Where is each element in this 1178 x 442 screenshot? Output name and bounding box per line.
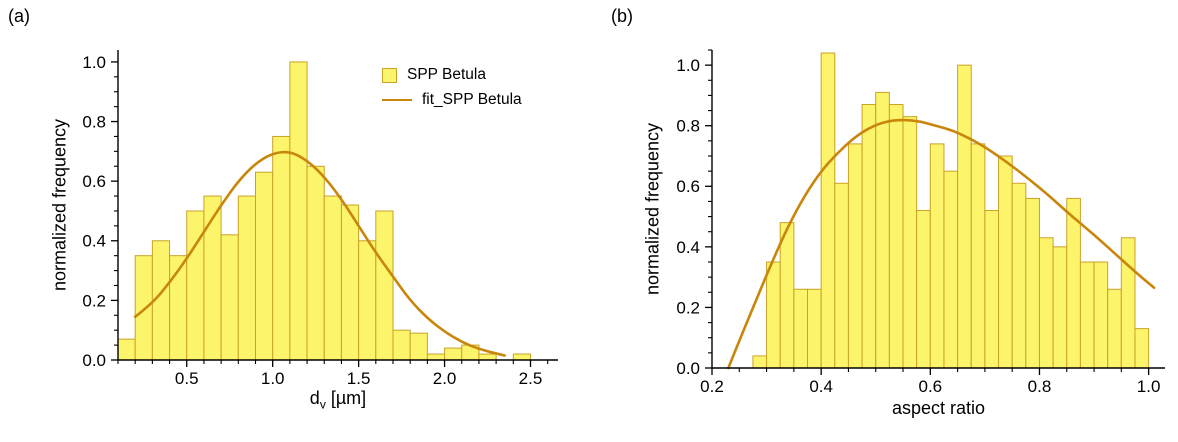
xlabel-main: d	[309, 388, 320, 408]
svg-text:0.8: 0.8	[1028, 377, 1052, 396]
svg-text:0.2: 0.2	[700, 377, 724, 396]
xlabel-unit: [µm]	[325, 388, 367, 408]
xlabel-sub: v	[319, 397, 326, 412]
svg-text:0.0: 0.0	[82, 351, 106, 370]
svg-text:0.8: 0.8	[82, 112, 106, 131]
panel-b-label: (b)	[611, 6, 633, 26]
svg-text:1.0: 1.0	[261, 369, 285, 388]
svg-text:0.2: 0.2	[676, 298, 700, 317]
svg-text:0.4: 0.4	[82, 232, 106, 251]
panel-b-xlabel: aspect ratio	[712, 398, 1165, 419]
panel-b-ylabel: normalized frequency	[642, 122, 663, 296]
legend-entry-fit: fit_SPP Betula	[382, 91, 522, 109]
svg-text:2.0: 2.0	[433, 369, 457, 388]
svg-text:0.8: 0.8	[676, 117, 700, 136]
svg-text:0.2: 0.2	[82, 291, 106, 310]
legend-label-spp: SPP Betula	[407, 66, 486, 83]
panel-a: 0.5 1.0 1.5 2.0 2.5 0.0 0.2 0.4 0.6 0.8 1.0 (a) no…	[8, 6, 558, 412]
svg-text:0.6: 0.6	[82, 172, 106, 191]
panel-b-plot: 0.2 0.4 0.6 0.8 1.00.00.20.40.60.81.0	[676, 49, 1165, 396]
svg-text:0.4: 0.4	[809, 377, 833, 396]
svg-text:1.0: 1.0	[82, 53, 106, 72]
svg-text:1.0: 1.0	[676, 56, 700, 75]
panel-a-xlabel: dv [µm]	[118, 388, 558, 412]
svg-text:0.5: 0.5	[175, 369, 199, 388]
svg-text:1.0: 1.0	[1137, 377, 1161, 396]
svg-text:2.5: 2.5	[519, 369, 543, 388]
fit-line-swatch-icon	[382, 99, 412, 101]
panel-a-ylabel: normalized frequency	[49, 118, 70, 292]
svg-text:0.6: 0.6	[918, 377, 942, 396]
panel-a-label: (a)	[8, 6, 30, 26]
legend-entry-spp: SPP Betula	[382, 66, 522, 84]
panel-a-plot: 0.5 1.0 1.5 2.0 2.5 0.0 0.2 0.4 0.6 0.8 1.0	[82, 50, 558, 388]
panel-b: 0.2 0.4 0.6 0.8 1.0 0.0 0.2 0.4 0.6 0.8 1.0 (b) no…	[589, 0, 1178, 442]
histogram-swatch-icon	[382, 67, 397, 83]
legend-label-fit: fit_SPP Betula	[422, 91, 522, 108]
legend: SPP Betula fit_SPP Betula	[382, 66, 522, 116]
svg-text:1.5: 1.5	[347, 369, 371, 388]
svg-text:0.6: 0.6	[676, 177, 700, 196]
svg-text:0.0: 0.0	[676, 359, 700, 378]
xlabel-text: aspect ratio	[891, 398, 986, 418]
svg-text:0.4: 0.4	[676, 238, 700, 257]
